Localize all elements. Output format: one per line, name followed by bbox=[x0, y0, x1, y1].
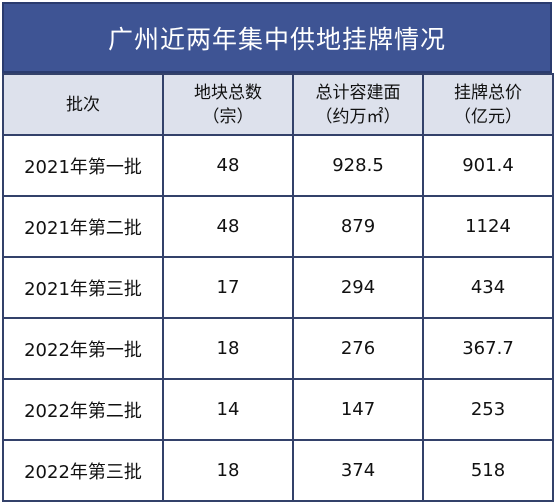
table-row: 2021年第一批 48 928.5 901.4 bbox=[2, 134, 554, 197]
cell-plot-count: 48 bbox=[162, 134, 294, 197]
table-title: 广州近两年集中供地挂牌情况 bbox=[2, 2, 552, 73]
cell-listing-price: 1124 bbox=[422, 195, 554, 258]
cell-plot-count: 18 bbox=[162, 439, 294, 502]
header-floor-area: 总计容建面 （约万㎡） bbox=[292, 73, 424, 136]
table-row: 2021年第三批 17 294 434 bbox=[2, 256, 554, 319]
cell-plot-count: 48 bbox=[162, 195, 294, 258]
table-row: 2021年第二批 48 879 1124 bbox=[2, 195, 554, 258]
table-row: 2022年第三批 18 374 518 bbox=[2, 439, 554, 502]
cell-batch: 2021年第二批 bbox=[2, 195, 164, 258]
cell-plot-count: 14 bbox=[162, 378, 294, 441]
cell-floor-area: 879 bbox=[292, 195, 424, 258]
cell-listing-price: 367.7 bbox=[422, 317, 554, 380]
cell-listing-price: 518 bbox=[422, 439, 554, 502]
cell-floor-area: 294 bbox=[292, 256, 424, 319]
cell-listing-price: 253 bbox=[422, 378, 554, 441]
cell-batch: 2021年第一批 bbox=[2, 134, 164, 197]
land-listing-table: 批次 地块总数 （宗） 总计容建面 （约万㎡） 挂牌总价 （亿元） 2021年第… bbox=[2, 73, 554, 502]
cell-plot-count: 18 bbox=[162, 317, 294, 380]
cell-listing-price: 901.4 bbox=[422, 134, 554, 197]
cell-batch: 2022年第二批 bbox=[2, 378, 164, 441]
table-row: 2022年第二批 14 147 253 bbox=[2, 378, 554, 441]
header-listing-price: 挂牌总价 （亿元） bbox=[422, 73, 554, 136]
cell-floor-area: 374 bbox=[292, 439, 424, 502]
cell-floor-area: 276 bbox=[292, 317, 424, 380]
cell-floor-area: 928.5 bbox=[292, 134, 424, 197]
cell-batch: 2022年第三批 bbox=[2, 439, 164, 502]
header-plot-count: 地块总数 （宗） bbox=[162, 73, 294, 136]
table-row: 2022年第一批 18 276 367.7 bbox=[2, 317, 554, 380]
cell-listing-price: 434 bbox=[422, 256, 554, 319]
cell-floor-area: 147 bbox=[292, 378, 424, 441]
cell-batch: 2022年第一批 bbox=[2, 317, 164, 380]
header-batch: 批次 bbox=[2, 73, 164, 136]
cell-plot-count: 17 bbox=[162, 256, 294, 319]
cell-batch: 2021年第三批 bbox=[2, 256, 164, 319]
header-row: 批次 地块总数 （宗） 总计容建面 （约万㎡） 挂牌总价 （亿元） bbox=[2, 73, 554, 136]
